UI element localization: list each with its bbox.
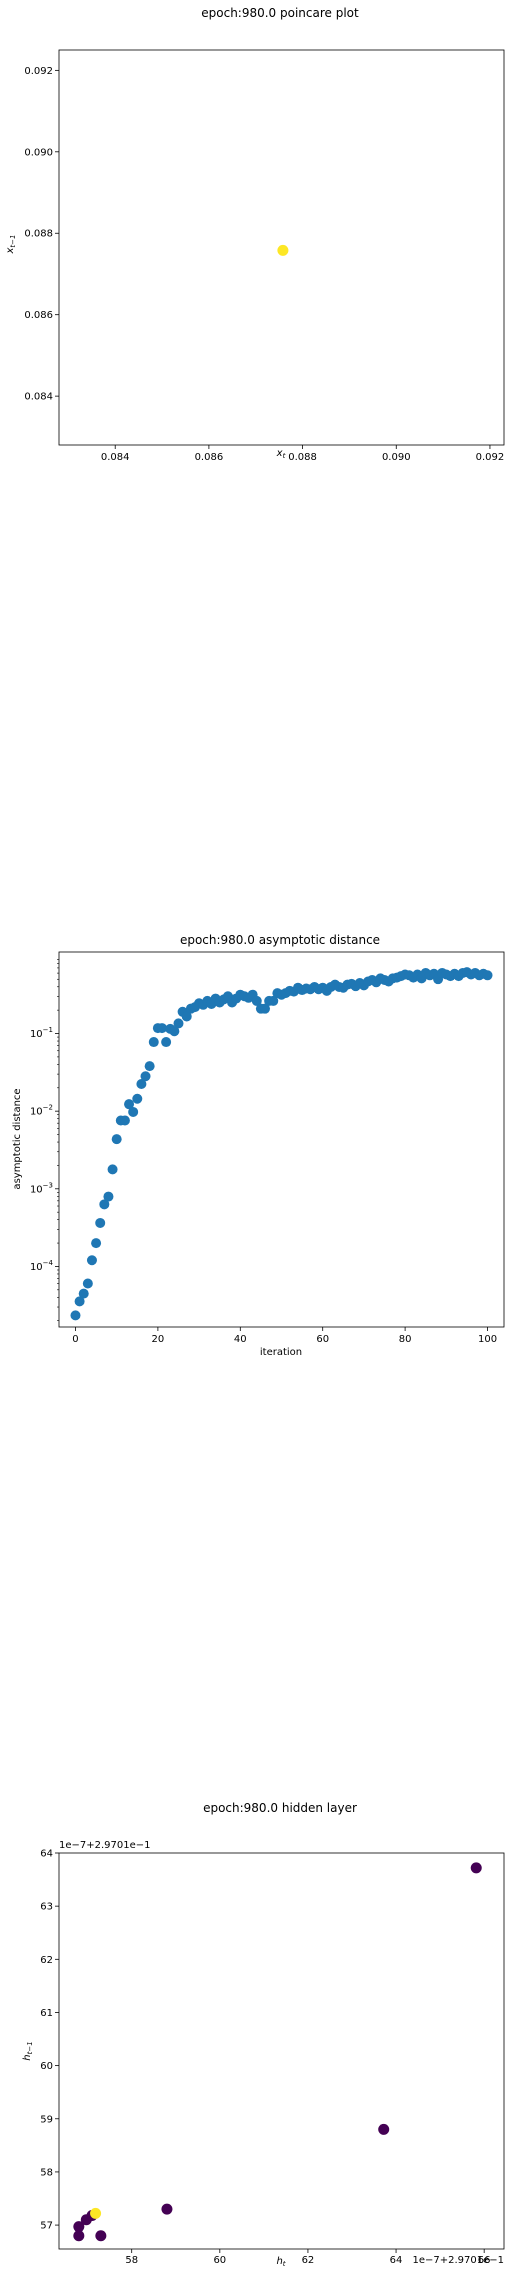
asymptotic-xlabel: iteration — [260, 1347, 302, 1358]
hidden-point — [161, 2203, 173, 2215]
poincare-x-tick-label: 0.086 — [195, 452, 224, 463]
asymptotic-y-ticks: 10−4 10−3 10−2 10−1 — [30, 959, 59, 1322]
asymptotic-x-tick-label: 60 — [316, 1334, 329, 1345]
hidden-x-tick-label: 66 — [478, 2255, 491, 2266]
poincare-x-ticks: 0.084 0.086 0.088 0.090 0.092 — [101, 445, 504, 463]
asymptotic-point — [95, 1217, 106, 1228]
hidden-y-tick-label: 61 — [40, 2008, 53, 2019]
hidden-x-tick-label: 58 — [125, 2255, 138, 2266]
hidden-point — [378, 2123, 390, 2135]
poincare-y-tick-label: 0.092 — [24, 66, 53, 77]
asymptotic-point — [107, 1164, 118, 1175]
asymptotic-point — [181, 1011, 192, 1022]
asymptotic-point — [132, 1093, 143, 1104]
asymptotic-point — [173, 1018, 184, 1029]
poincare-xlabel: xt — [276, 448, 286, 460]
asymptotic-y-tick-label: 10−3 — [30, 1181, 53, 1195]
asymptotic-point — [136, 1078, 147, 1089]
hidden-point — [90, 2207, 102, 2219]
asymptotic-point — [260, 1003, 271, 1014]
asymptotic-y-tick-label: 10−2 — [30, 1104, 53, 1118]
asymptotic-point — [161, 1037, 172, 1048]
poincare-y-tick-label: 0.086 — [24, 310, 53, 321]
hidden-point — [470, 1862, 482, 1874]
asymptotic-point — [99, 1199, 110, 1210]
hidden-x-tick-label: 64 — [390, 2255, 403, 2266]
poincare-y-ticks: 0.084 0.086 0.088 0.090 0.092 — [24, 66, 59, 403]
hidden-x-tick-label: 60 — [213, 2255, 226, 2266]
asymptotic-x-tick-label: 40 — [234, 1334, 247, 1345]
hidden-y-tick-label: 63 — [40, 1902, 53, 1913]
asymptotic-point — [140, 1071, 151, 1082]
asymptotic-point — [74, 1296, 85, 1307]
hidden-y-ticks: 57 58 59 60 61 62 63 64 — [40, 1849, 59, 2232]
poincare-x-tick-label: 0.088 — [288, 452, 317, 463]
hidden-y-tick-label: 60 — [40, 2061, 53, 2072]
asymptotic-point — [144, 1061, 155, 1072]
asymptotic-point — [86, 1255, 97, 1266]
asymptotic-title: epoch:980.0 asymptotic distance — [180, 933, 380, 947]
poincare-plot-area — [58, 49, 505, 446]
poincare-y-tick-label: 0.090 — [24, 147, 53, 158]
asymptotic-point — [251, 995, 262, 1006]
asymptotic-x-tick-label: 20 — [152, 1334, 165, 1345]
asymptotic-point — [148, 1037, 159, 1048]
poincare-x-tick-label: 0.090 — [382, 452, 411, 463]
poincare-title: epoch:980.0 poincare plot — [201, 6, 359, 20]
asymptotic-point — [268, 995, 279, 1006]
hidden-y-tick-label: 58 — [40, 2167, 53, 2178]
asymptotic-point — [157, 1023, 168, 1034]
poincare-point — [277, 244, 289, 256]
asymptotic-point — [70, 1310, 81, 1321]
poincare-chart: epoch:980.0 poincare plot 0.084 0.086 0.08… — [5, 6, 505, 463]
hidden-y-offset: 1e−7+2.9701e−1 — [59, 1840, 151, 1851]
hidden-x-ticks: 58 60 62 64 66 — [125, 2249, 491, 2266]
asymptotic-points — [70, 967, 493, 1321]
hidden-points — [73, 1862, 482, 2242]
poincare-y-tick-label: 0.084 — [24, 392, 53, 403]
hidden-x-tick-label: 62 — [302, 2255, 315, 2266]
asymptotic-point — [103, 1191, 114, 1202]
hidden-y-tick-label: 59 — [40, 2114, 53, 2125]
asymptotic-x-tick-label: 80 — [399, 1334, 412, 1345]
asymptotic-point — [111, 1134, 122, 1145]
asymptotic-point — [82, 1278, 93, 1289]
asymptotic-point — [124, 1099, 135, 1110]
asymptotic-plot-area — [58, 951, 505, 1328]
hidden-point — [73, 2221, 85, 2233]
hidden-xlabel: ht — [276, 2256, 285, 2268]
asymptotic-point — [78, 1288, 89, 1299]
asymptotic-x-tick-label: 100 — [478, 1334, 497, 1345]
poincare-ylabel: xt−1 — [5, 235, 17, 255]
asymptotic-point — [128, 1106, 139, 1117]
asymptotic-y-tick-label: 10−4 — [30, 1259, 54, 1273]
asymptotic-x-ticks: 0 20 40 60 80 100 — [72, 1327, 497, 1345]
poincare-x-tick-label: 0.092 — [476, 452, 505, 463]
asymptotic-point — [91, 1238, 102, 1249]
hidden-point — [73, 2230, 85, 2242]
asymptotic-y-tick-label: 10−1 — [30, 1026, 53, 1040]
poincare-points — [277, 244, 289, 256]
asymptotic-ylabel: asymptotic distance — [12, 1088, 23, 1189]
poincare-y-tick-label: 0.088 — [24, 229, 53, 240]
hidden-point — [95, 2230, 107, 2242]
hidden-y-tick-label: 62 — [40, 1955, 53, 1966]
hidden-x-offset: 1e−7+2.9701e−1 — [412, 2255, 504, 2266]
asymptotic-point — [169, 1026, 180, 1037]
hidden-ylabel: ht−1 — [22, 2041, 34, 2060]
hidden-y-tick-label: 64 — [40, 1849, 53, 1860]
asymptotic-point — [482, 970, 493, 981]
hidden-title: epoch:980.0 hidden layer — [203, 1801, 357, 1815]
asymptotic-chart: epoch:980.0 asymptotic distance 0 20 40 60 8… — [12, 933, 505, 1358]
poincare-x-tick-label: 0.084 — [101, 452, 130, 463]
hidden-layer-chart: epoch:980.0 hidden layer 1e−7+2.9701e−1 … — [22, 1801, 505, 2268]
hidden-plot-area — [58, 1852, 505, 2250]
asymptotic-x-tick-label: 0 — [72, 1334, 78, 1345]
asymptotic-point — [119, 1115, 130, 1126]
hidden-y-tick-label: 57 — [40, 2221, 53, 2232]
